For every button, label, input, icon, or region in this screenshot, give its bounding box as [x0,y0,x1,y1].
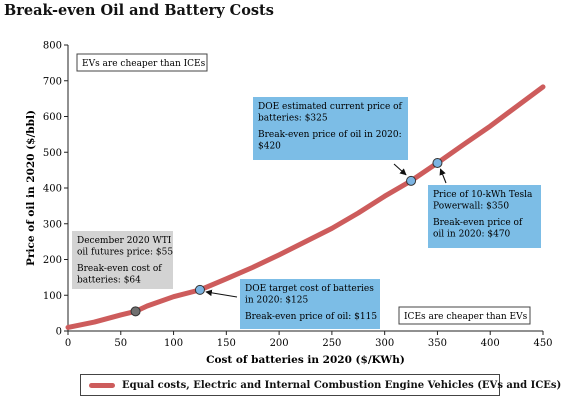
tesla-powerwall-callout-line: Price of 10-kWh Tesla [433,190,533,200]
data-point [130,306,141,317]
evs-cheaper-label-line: EVs are cheaper than ICEs [82,59,206,69]
y-tick-label: 0 [56,327,62,338]
tesla-powerwall-callout-box [428,185,541,248]
y-tick-label: 600 [43,112,62,123]
y-axis-title: Price of oil in 2020 ($/bbl) [25,110,37,266]
doe-target-callout-line: DOE target cost of batteries [245,284,374,294]
legend-swatch [89,382,115,388]
doe-target-callout-line: in 2020: $125 [245,296,309,306]
evs-cheaper-label-box [76,53,208,72]
tesla-powerwall-callout-line: oil in 2020: $470 [433,230,511,240]
callout-arrow [205,289,238,298]
x-tick-label: 100 [164,338,183,349]
tesla-powerwall-callout-line: Break-even price of [433,218,523,228]
x-tick-label: 350 [428,338,447,349]
callout-arrow [439,168,447,184]
tesla-powerwall-callout-line: Powerwall: $350 [433,202,509,212]
y-tick-label: 700 [43,76,62,87]
data-point [194,284,205,295]
data-point [406,175,417,186]
wti-futures-callout-box [72,231,173,289]
x-tick-label: 400 [481,338,500,349]
data-point [432,157,443,168]
x-tick-label: 150 [217,338,236,349]
y-tick-label: 800 [43,41,62,52]
ices-cheaper-label-box [398,306,531,325]
y-tick-label: 200 [43,255,62,266]
doe-current-callout-line: $420 [258,142,281,152]
x-tick-label: 50 [114,338,127,349]
x-tick-label: 300 [375,338,394,349]
legend-label: Equal costs, Electric and Internal Combu… [122,379,562,391]
y-tick-label: 300 [43,219,62,230]
wti-futures-callout-line: oil futures price: $55 [77,248,173,258]
y-tick-label: 400 [43,184,62,195]
ices-cheaper-label-line: ICEs are cheaper than EVs [404,312,528,322]
callout-arrow [393,163,407,176]
wti-futures-callout-line: December 2020 WTI [77,236,172,246]
doe-target-callout-box [240,279,380,329]
x-axis-title: Cost of batteries in 2020 ($/KWh) [206,354,405,366]
y-tick-label: 100 [43,291,62,302]
doe-current-callout-box [253,97,408,160]
legend: Equal costs, Electric and Internal Combu… [80,374,561,396]
y-tick-label: 500 [43,148,62,159]
x-tick-label: 450 [533,338,552,349]
doe-current-callout-line: Break-even price of oil in 2020: [258,130,402,140]
doe-target-callout-line: Break-even price of oil: $115 [245,312,377,322]
doe-current-callout-line: DOE estimated current price of [258,102,403,112]
x-tick-label: 250 [322,338,341,349]
x-tick-label: 200 [270,338,289,349]
x-tick-label: 0 [65,338,71,349]
chart-title: Break-even Oil and Battery Costs [4,2,274,19]
wti-futures-callout-line: Break-even cost of [77,264,162,274]
doe-current-callout-line: batteries: $325 [258,114,328,124]
wti-futures-callout-line: batteries: $64 [77,276,141,286]
